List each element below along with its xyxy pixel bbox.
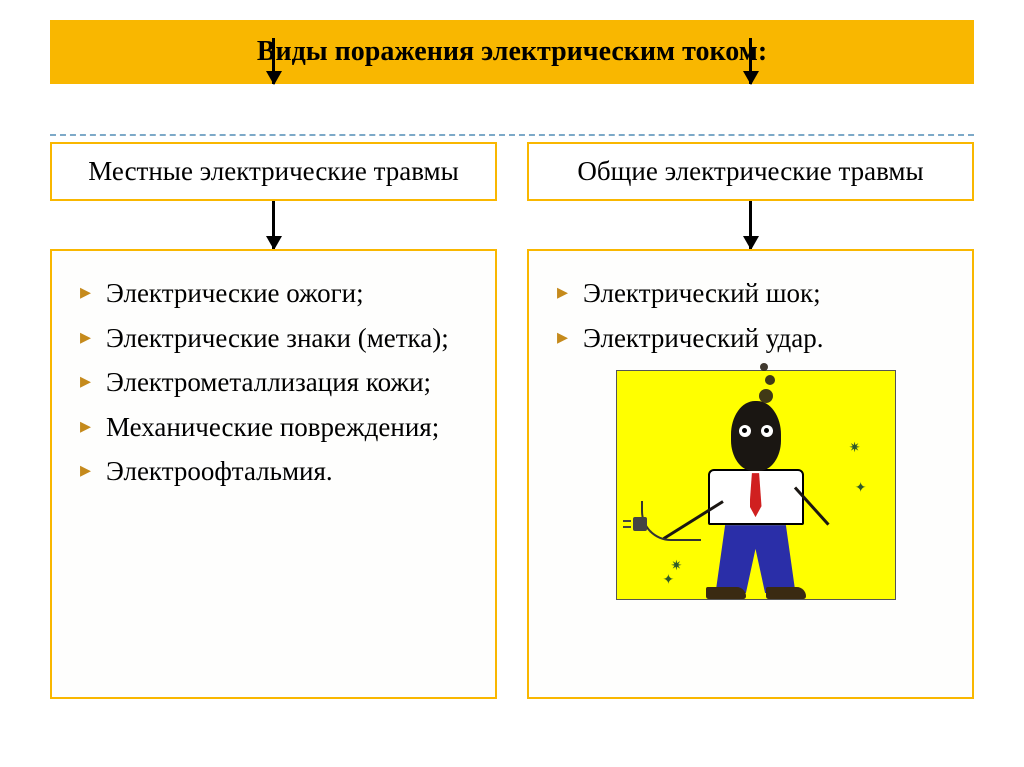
list-item-text: Механические повреждения; (106, 412, 439, 442)
list-item: Электрометаллизация кожи; (80, 362, 477, 403)
arrow-cat-to-list-left (50, 201, 497, 249)
list-box-general: Электрический шок; Электрический удар. (527, 249, 974, 699)
illustration-electrocuted-man: ✦✷ ✦✷ (616, 370, 896, 600)
cartoon-figure: ✦✷ ✦✷ (671, 379, 841, 599)
category-label-local: Местные электрические травмы (88, 156, 458, 186)
list-item-text: Электроофтальмия. (106, 456, 333, 486)
category-label-general: Общие электрические травмы (577, 156, 923, 186)
list-box-local: Электрические ожоги; Электрические знаки… (50, 249, 497, 699)
list-item: Механические повреждения; (80, 407, 477, 448)
list-item-text: Электрический шок; (583, 278, 821, 308)
diagram-body: Местные электрические травмы Электрическ… (50, 142, 974, 699)
title-box: Виды поражения электрическим током: (50, 20, 974, 84)
list-item-text: Электрический удар. (583, 323, 824, 353)
title-text: Виды поражения электрическим током: (257, 36, 767, 67)
list-general: Электрический шок; Электрический удар. (557, 273, 954, 358)
list-item: Электрические знаки (метка); (80, 318, 477, 359)
list-item: Электрический шок; (557, 273, 954, 314)
list-item: Электроофтальмия. (80, 451, 477, 492)
list-item-text: Электрические ожоги; (106, 278, 364, 308)
arrow-cat-to-list-right (527, 201, 974, 249)
list-item: Электрические ожоги; (80, 273, 477, 314)
col-local: Местные электрические травмы Электрическ… (50, 142, 497, 699)
list-item: Электрический удар. (557, 318, 954, 359)
list-item-text: Электрометаллизация кожи; (106, 367, 431, 397)
list-item-text: Электрические знаки (метка); (106, 323, 449, 353)
list-local: Электрические ожоги; Электрические знаки… (80, 273, 477, 492)
category-box-general: Общие электрические травмы (527, 142, 974, 201)
col-general: Общие электрические травмы Электрический… (527, 142, 974, 699)
category-box-local: Местные электрические травмы (50, 142, 497, 201)
